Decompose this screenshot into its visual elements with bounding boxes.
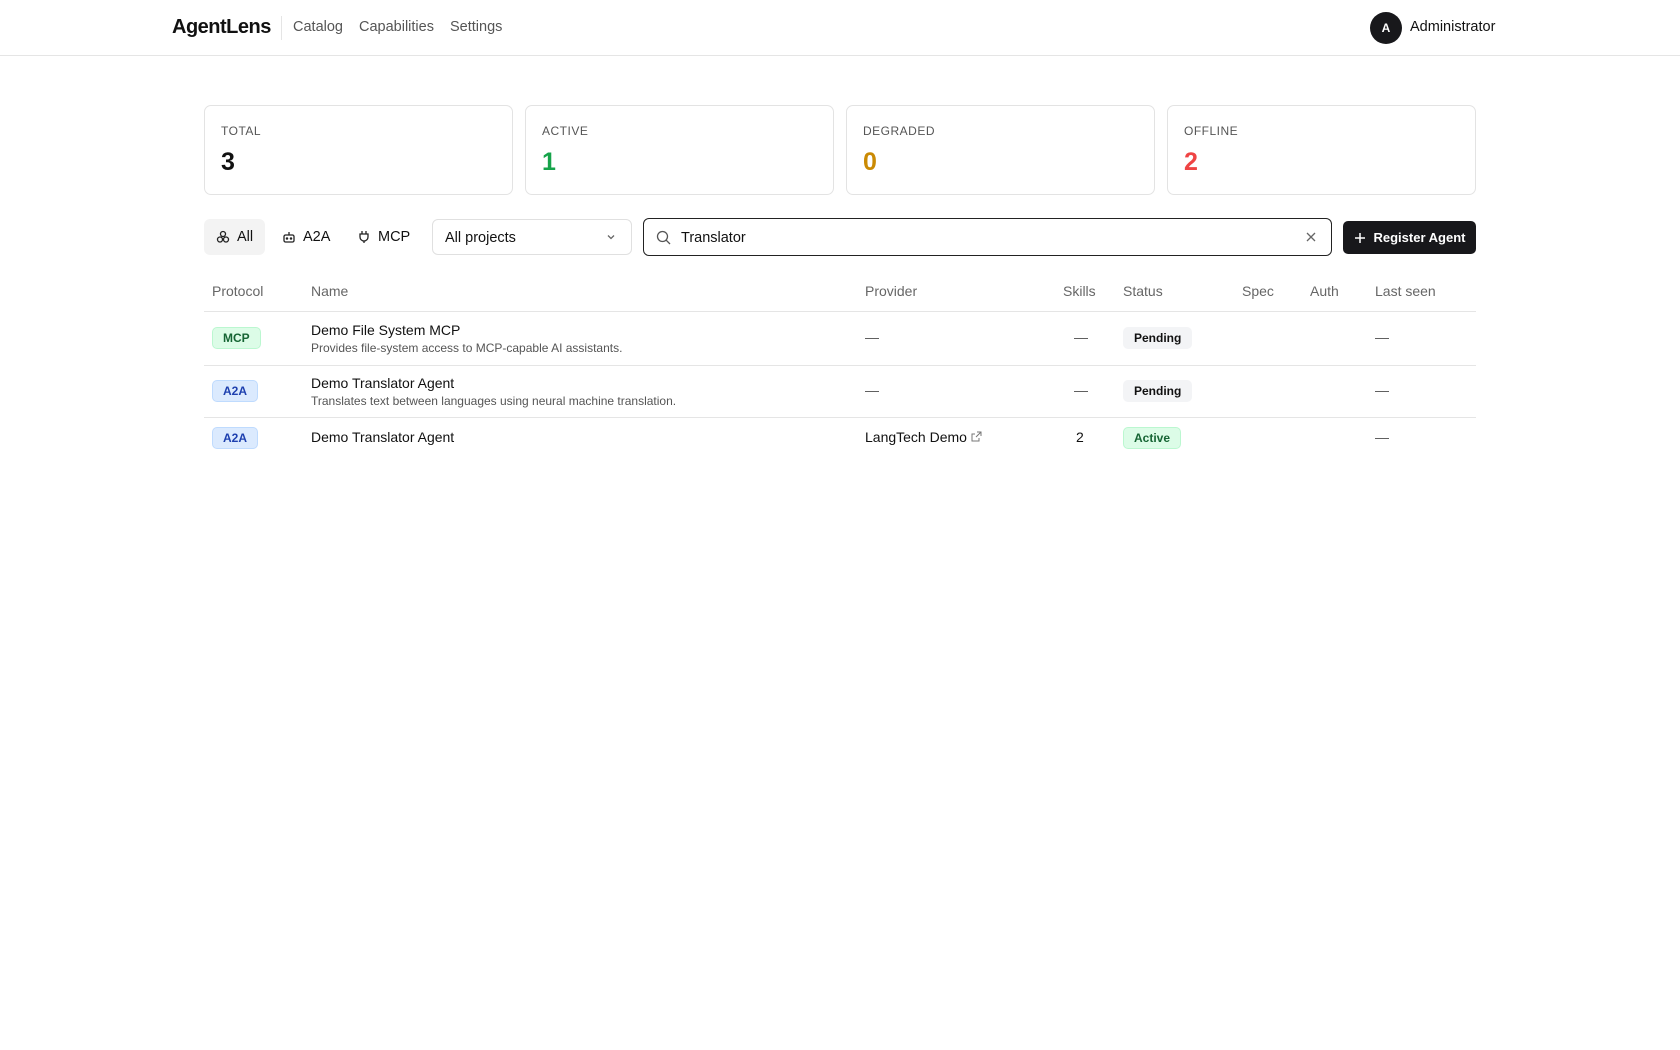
skills: — (1074, 382, 1088, 398)
filter-all[interactable]: All (204, 219, 266, 255)
status-badge: Pending (1123, 327, 1193, 349)
provider: — (865, 329, 879, 345)
plug-icon (359, 231, 369, 243)
agent-name[interactable]: Demo Translator Agent (311, 375, 455, 391)
stat-label: DEGRADED (863, 124, 936, 138)
divider (204, 311, 1476, 312)
stat-value: 1 (542, 148, 556, 176)
network-icon (216, 230, 230, 243)
col-provider: Provider (865, 283, 918, 299)
col-skills: Skills (1063, 283, 1096, 299)
filter-label: A2A (303, 229, 331, 245)
project-select-value: All projects (445, 230, 516, 246)
divider (281, 16, 282, 40)
skills: 2 (1076, 429, 1084, 445)
filter-label: All (237, 229, 254, 245)
col-protocol: Protocol (212, 283, 264, 299)
status-badge: Pending (1123, 380, 1193, 402)
nav-catalog[interactable]: Catalog (293, 19, 343, 35)
stat-label: TOTAL (221, 124, 262, 138)
provider-name: LangTech Demo (865, 429, 967, 445)
last-seen: — (1375, 382, 1389, 398)
protocol-badge: A2A (212, 380, 259, 402)
filter-mcp[interactable]: MCP (345, 219, 422, 255)
stat-value: 2 (1184, 148, 1198, 176)
agent-description: Provides file-system access to MCP-capab… (311, 341, 623, 355)
clear-search-icon[interactable] (1305, 231, 1317, 243)
agent-name[interactable]: Demo Translator Agent (311, 429, 455, 445)
stat-total: TOTAL 3 (204, 105, 513, 195)
agent-name[interactable]: Demo File System MCP (311, 322, 461, 338)
avatar[interactable]: A (1370, 12, 1402, 44)
external-link-icon (971, 431, 982, 442)
provider-link[interactable]: LangTech Demo (865, 429, 982, 445)
nav-capabilities[interactable]: Capabilities (359, 19, 434, 35)
last-seen: — (1375, 429, 1389, 445)
agent-description: Translates text between languages using … (311, 394, 677, 408)
stat-offline: OFFLINE 2 (1167, 105, 1476, 195)
stat-value: 0 (863, 148, 877, 176)
col-auth: Auth (1310, 283, 1339, 299)
stat-value: 3 (221, 148, 235, 176)
project-select[interactable]: All projects (432, 219, 632, 255)
col-name: Name (311, 283, 349, 299)
stat-label: OFFLINE (1184, 124, 1239, 138)
chevron-down-icon (607, 235, 615, 240)
col-status: Status (1123, 283, 1163, 299)
top-nav: AgentLens Catalog Capabilities Settings … (0, 0, 1680, 56)
stat-degraded: DEGRADED 0 (846, 105, 1155, 195)
protocol-badge: A2A (212, 427, 259, 449)
search-value: Translator (681, 230, 746, 246)
search-input[interactable]: Translator (643, 218, 1332, 256)
protocol-badge: MCP (212, 327, 261, 349)
filter-label: MCP (378, 229, 411, 245)
last-seen: — (1375, 329, 1389, 345)
filter-a2a[interactable]: A2A (270, 219, 342, 255)
provider: — (865, 382, 879, 398)
status-badge: Active (1123, 427, 1182, 449)
col-spec: Spec (1242, 283, 1274, 299)
divider (204, 365, 1476, 366)
stat-active: ACTIVE 1 (525, 105, 834, 195)
bot-icon (283, 232, 295, 243)
nav-settings[interactable]: Settings (450, 19, 503, 35)
plus-icon (1354, 232, 1365, 243)
register-label: Register Agent (1373, 230, 1466, 245)
search-icon (656, 230, 671, 245)
register-agent-button[interactable]: Register Agent (1343, 221, 1476, 254)
stat-label: ACTIVE (542, 124, 589, 138)
logo[interactable]: AgentLens (172, 16, 271, 38)
divider (204, 417, 1476, 418)
skills: — (1074, 329, 1088, 345)
user-name[interactable]: Administrator (1410, 19, 1496, 35)
col-last-seen: Last seen (1375, 283, 1436, 299)
